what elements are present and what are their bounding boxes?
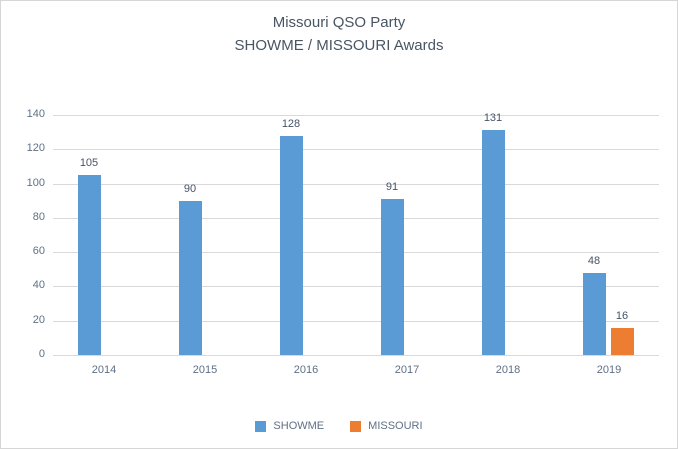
y-axis-tick-label: 0 <box>38 348 45 360</box>
x-axis-category-label: 2018 <box>495 364 521 376</box>
x-axis-category-label: 2017 <box>394 364 420 376</box>
legend: SHOWME MISSOURI <box>1 420 677 432</box>
data-label-showme-2017: 91 <box>385 181 399 193</box>
legend-swatch-missouri <box>350 420 362 432</box>
chart-title: Missouri QSO Party SHOWME / MISSOURI Awa… <box>1 11 677 57</box>
gridline <box>53 115 659 116</box>
gridline <box>53 286 659 287</box>
y-axis-tick-label: 100 <box>26 177 45 189</box>
data-label-showme-2014: 105 <box>79 157 99 169</box>
y-axis-tick-label: 120 <box>26 142 45 154</box>
legend-label-showme: SHOWME <box>273 420 325 432</box>
bar-showme-2014 <box>78 175 101 355</box>
gridline <box>53 184 659 185</box>
y-axis-tick-label: 20 <box>32 314 45 326</box>
legend-item-missouri: MISSOURI <box>350 420 423 432</box>
bar-showme-2019 <box>583 273 606 355</box>
y-axis-tick-label: 80 <box>32 211 45 223</box>
x-axis-category-label: 2014 <box>91 364 117 376</box>
y-axis-tick-label: 140 <box>26 108 45 120</box>
chart-title-line2: SHOWME / MISSOURI Awards <box>234 37 444 54</box>
gridline <box>53 252 659 253</box>
bar-showme-2015 <box>179 201 202 355</box>
legend-label-missouri: MISSOURI <box>368 420 423 432</box>
gridline <box>53 149 659 150</box>
y-axis-tick-label: 40 <box>32 279 45 291</box>
plot-area: 0 20 40 60 80 100 120 140 105 2014 90 2015 128 2016 91… <box>27 108 659 376</box>
data-label-showme-2018: 131 <box>483 112 503 124</box>
data-label-showme-2019: 48 <box>587 255 601 267</box>
bar-showme-2017 <box>381 199 404 355</box>
data-label-missouri-2019: 16 <box>615 310 629 322</box>
gridline <box>53 218 659 219</box>
y-axis-tick-label: 60 <box>32 245 45 257</box>
data-label-showme-2016: 128 <box>281 118 301 130</box>
data-label-showme-2015: 90 <box>183 183 197 195</box>
chart-title-line1: Missouri QSO Party <box>272 14 406 31</box>
legend-swatch-showme <box>255 420 267 432</box>
x-axis-category-label: 2015 <box>192 364 218 376</box>
bar-showme-2016 <box>280 136 303 355</box>
x-axis-category-label: 2016 <box>293 364 319 376</box>
bar-missouri-2019 <box>611 328 634 355</box>
legend-item-showme: SHOWME <box>255 420 324 432</box>
x-axis-category-label: 2019 <box>596 364 622 376</box>
bar-showme-2018 <box>482 130 505 355</box>
x-axis-line <box>53 355 659 356</box>
gridline <box>53 321 659 322</box>
